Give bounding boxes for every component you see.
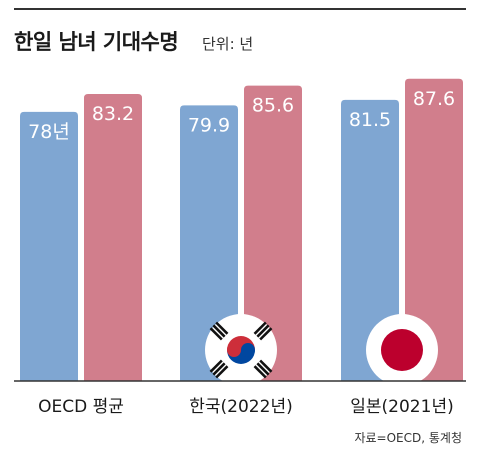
bar-value-label: 81.5: [349, 109, 391, 131]
bar: [244, 85, 302, 382]
trigram: [253, 359, 273, 379]
bar: [180, 105, 238, 381]
bar-value-label: 79.9: [188, 114, 230, 136]
bar: [405, 78, 463, 381]
japan-flag-icon: [366, 314, 438, 386]
bar: [341, 99, 399, 381]
bar-value-label: 83.2: [92, 103, 134, 125]
korea-flag-icon: [205, 314, 277, 386]
trigram-bar: [215, 365, 229, 379]
trigram-bar: [256, 324, 270, 338]
trigram-bar: [259, 327, 273, 341]
bar-value-label: 85.6: [252, 95, 294, 117]
trigram-bar: [215, 321, 229, 335]
trigram-bar: [212, 362, 226, 376]
hinomaru: [381, 329, 423, 371]
trigram: [253, 321, 273, 341]
source-note: 자료=OECD, 통계청: [354, 431, 462, 445]
category-label: OECD 평균: [38, 397, 124, 417]
bar-value-label: 78년: [28, 121, 70, 143]
trigram-bar: [253, 321, 267, 335]
trigram-bar: [212, 324, 226, 338]
taeguk-swirl-red: [227, 343, 241, 357]
top-rule: [14, 8, 466, 10]
trigram: [209, 321, 229, 341]
category-label: 일본(2021년): [350, 397, 453, 417]
bar-value-label: 87.6: [413, 88, 455, 110]
trigram-bar: [209, 327, 223, 341]
unit-label: 단위: 년: [202, 35, 254, 53]
category-label: 한국(2022년): [189, 397, 292, 417]
taeguk-swirl-blue: [241, 343, 255, 357]
trigram-bar: [253, 365, 267, 379]
trigram: [209, 359, 229, 379]
trigram-bar: [259, 359, 273, 373]
chart-title: 한일 남녀 기대수명: [14, 30, 179, 54]
trigram-bar: [256, 362, 270, 376]
bar: [20, 111, 78, 382]
bar: [84, 93, 142, 382]
trigram-bar: [209, 359, 223, 373]
